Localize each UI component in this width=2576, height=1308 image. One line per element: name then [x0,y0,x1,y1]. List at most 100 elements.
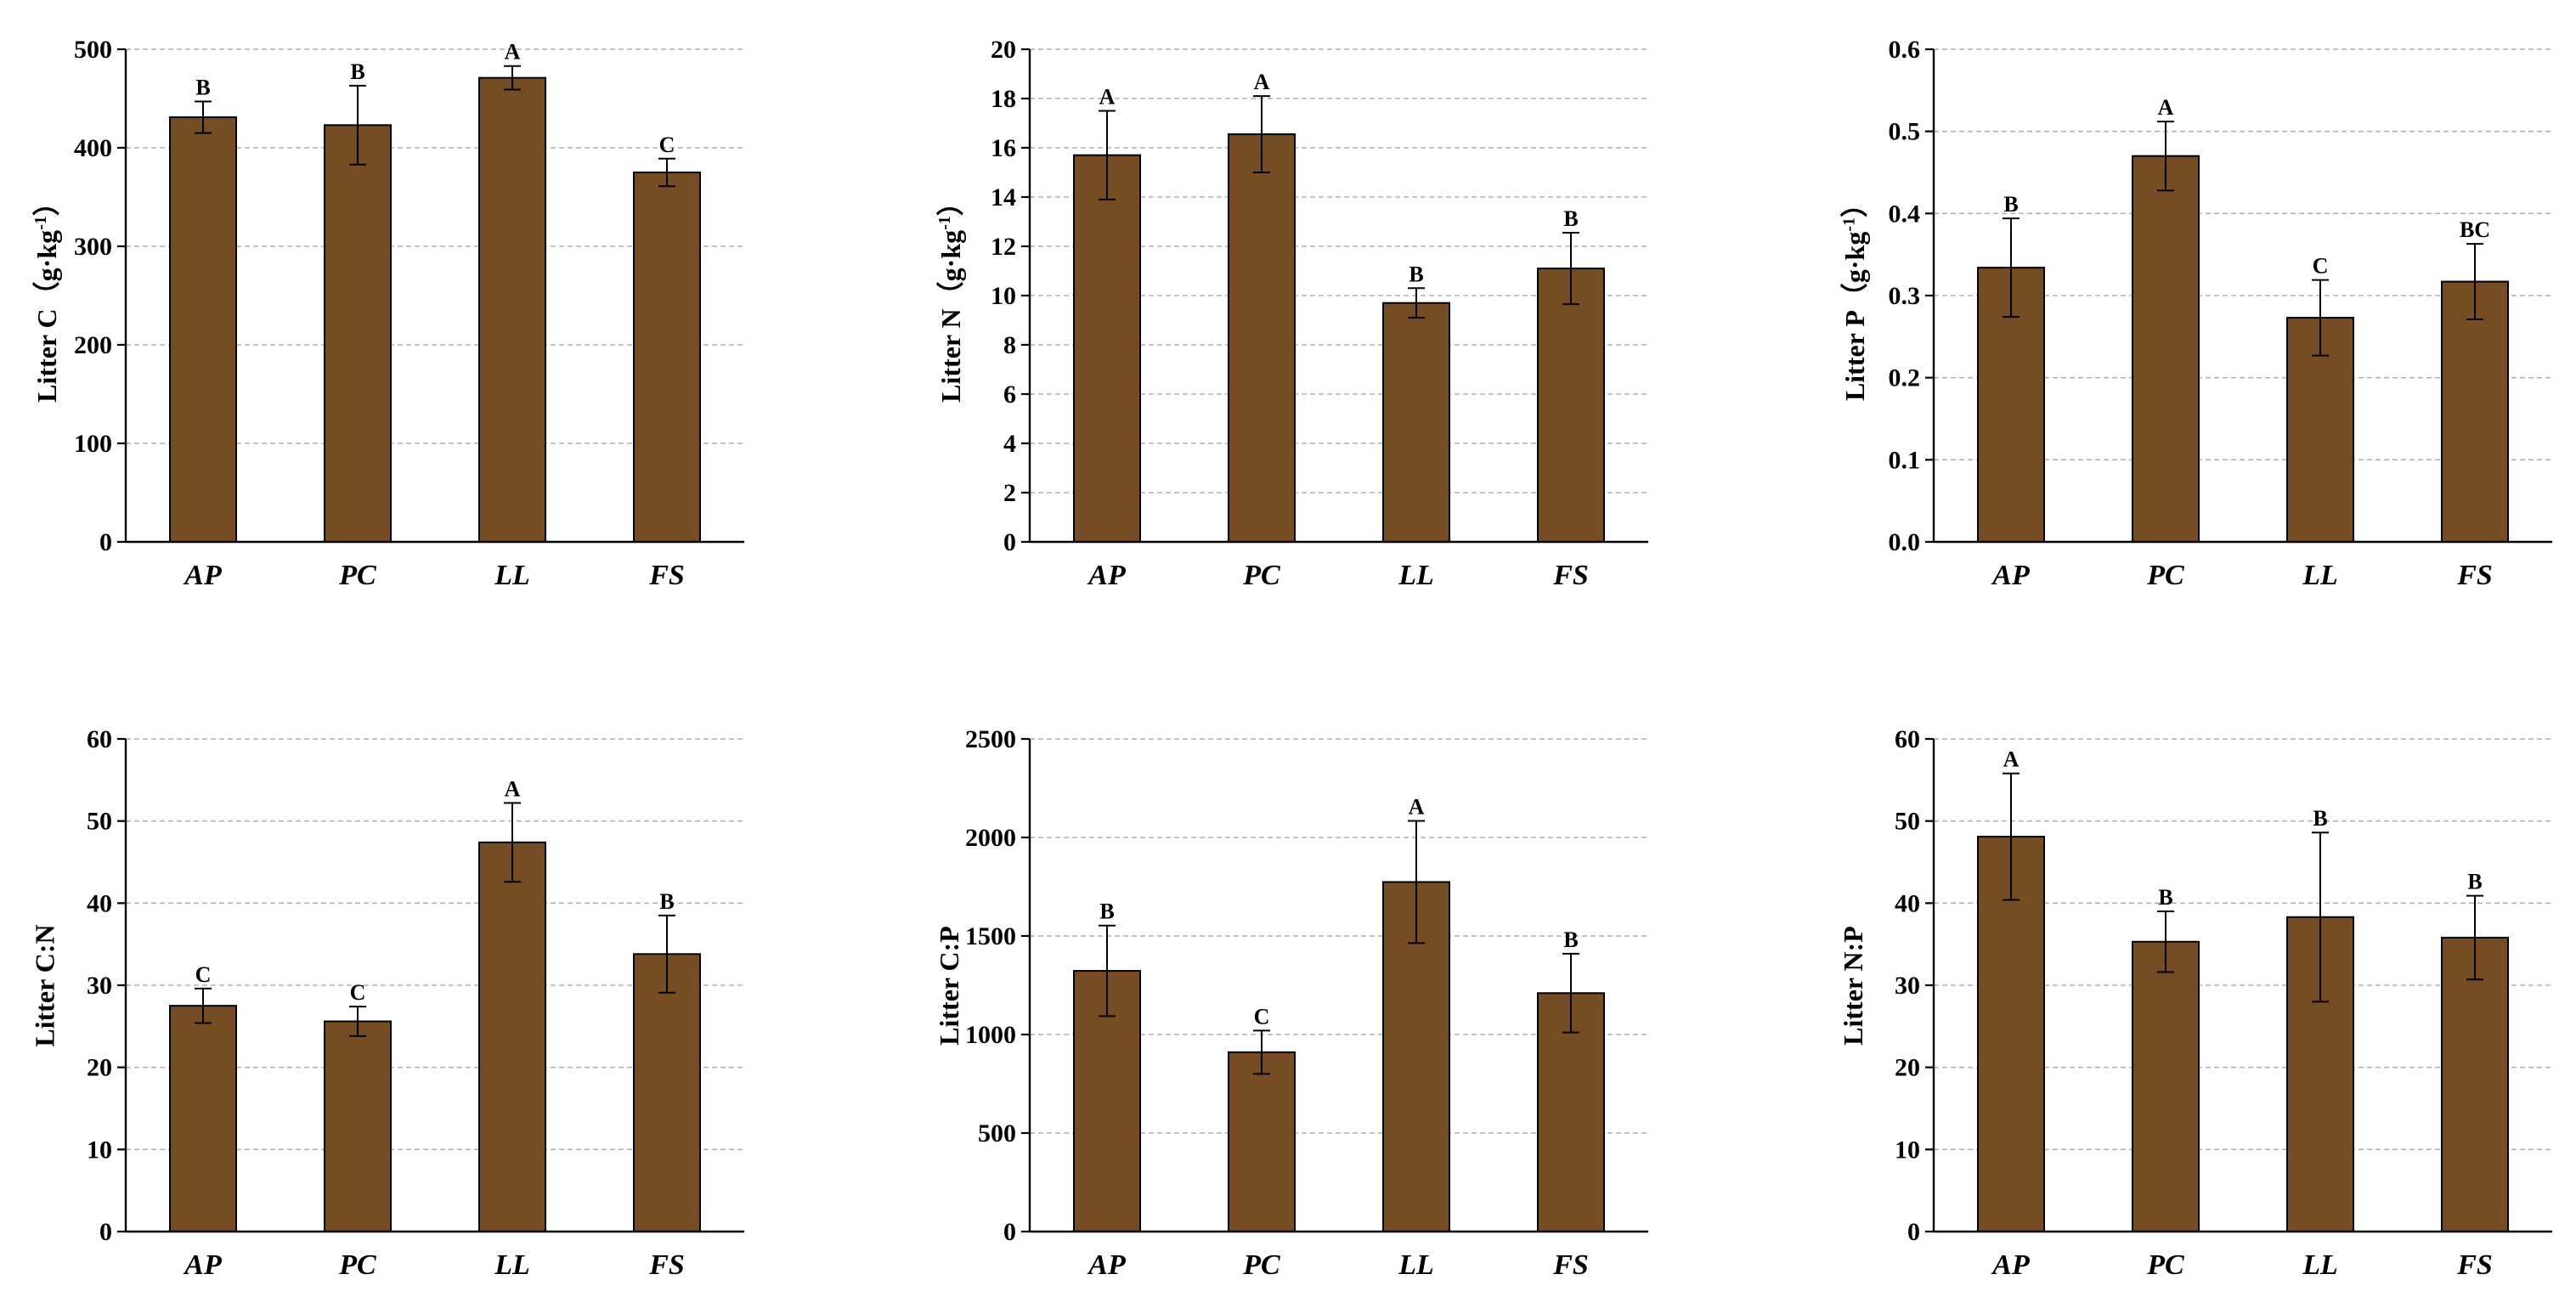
y-tick-label: 12 [991,233,1016,261]
significance-letter: B [659,889,674,914]
chart-panel-litter-cn: Litter C:N C AP C PC A LL B FS 0 10 20 30 40 50 60 [24,713,761,1308]
y-tick-label: 10 [991,282,1016,310]
y-tick-label: 30 [1895,972,1920,1000]
y-tick-label: 30 [87,972,112,1000]
y-tick-label: 60 [1895,725,1920,753]
y-tick-label: 0.2 [1889,364,1921,392]
bar-FS [633,172,701,543]
y-tick-label: 10 [1895,1136,1920,1164]
y-tick-label: 0.6 [1889,36,1921,64]
y-tick-label: 4 [1003,430,1016,458]
x-tick-label: PC [1242,560,1280,591]
significance-letter: B [1563,206,1578,231]
bar-AP [169,1005,237,1232]
x-tick-label: PC [338,1249,376,1281]
significance-letter: C [1254,1004,1270,1029]
y-tick-label: 40 [1895,889,1920,917]
chart-panel-litter-c: Litter C（g·kg-1） B AP B PC A LL C FS 0 100 200 300 4… [24,24,761,618]
significance-letter: B [1563,927,1578,952]
chart-panel-litter-np: Litter N:P A AP B PC B LL B FS 0 10 20 30 40 50 60 [1832,713,2569,1308]
x-tick-label: FS [648,560,685,591]
y-tick-label: 2000 [965,824,1016,852]
bar-PC [324,124,392,543]
chart-panel-litter-p: Litter P（g·kg-1） B AP A PC C LL BC FS 0.0 0.1 0.2 0… [1832,24,2569,618]
x-tick-label: FS [1552,1249,1589,1281]
x-tick-label: PC [2146,560,2184,591]
y-tick-label: 2500 [965,725,1016,753]
bar-LL [478,76,546,543]
significance-letter: A [2158,95,2174,120]
bar-LL [2286,317,2354,543]
y-tick-label: 1500 [965,922,1016,950]
bar-PC [1228,133,1296,544]
significance-letter: B [2313,806,2327,831]
significance-letter: A [2003,747,2020,772]
significance-letter: B [350,59,364,84]
x-tick-label: AP [1087,560,1126,591]
y-tick-label: 0 [99,1218,112,1246]
significance-letter: A [1254,70,1270,94]
chart-panel-litter-cp: Litter C:P B AP C PC A LL B FS 0 500 1000 1500 2000 2… [928,713,1665,1308]
y-tick-label: 0 [99,528,112,556]
y-tick-label: 14 [991,183,1016,211]
y-tick-label: 200 [74,331,112,359]
x-tick-label: LL [2302,1249,2338,1281]
y-tick-label: 18 [991,85,1016,113]
y-tick-label: 0 [1907,1218,1920,1246]
bar-PC [2132,940,2200,1232]
significance-letter: A [1099,85,1116,110]
y-tick-label: 60 [87,725,112,753]
x-tick-label: AP [1991,560,2030,591]
x-tick-label: LL [494,560,530,591]
y-tick-label: 300 [74,233,112,261]
x-tick-label: AP [1991,1249,2030,1281]
bar-AP [1073,154,1141,543]
x-tick-label: AP [1087,1249,1126,1281]
chart-svg: C AP C PC A LL B FS 0 10 20 30 40 50 60 [87,725,744,1281]
chart-svg: A AP A PC B LL B FS 0 2 4 6 8 10 12 14 16 18 20 [991,36,1648,591]
y-tick-label: 10 [87,1136,112,1164]
y-tick-label: 0 [1003,1218,1016,1246]
y-tick-label: 0.3 [1889,282,1921,310]
y-tick-label: 50 [87,808,112,836]
significance-letter: B [1099,899,1114,924]
significance-letter: B [2467,870,2482,894]
significance-letter: C [350,980,366,1005]
bar-LL [478,841,546,1233]
bar-PC [2132,155,2200,544]
x-tick-label: PC [1242,1249,1280,1281]
y-tick-label: 0.0 [1889,528,1921,556]
bar-FS [1537,268,1605,543]
x-tick-label: AP [183,1249,222,1281]
bar-AP [169,116,237,543]
significance-letter: A [505,40,521,65]
bar-LL [1382,302,1450,543]
y-tick-label: 20 [991,36,1016,64]
y-tick-label: 8 [1003,331,1016,359]
chart-svg: A AP B PC B LL B FS 0 10 20 30 40 50 60 [1895,725,2552,1281]
y-tick-label: 40 [87,889,112,917]
y-tick-label: 0.5 [1889,118,1921,146]
x-tick-label: FS [2456,1249,2493,1281]
y-tick-label: 0 [1003,528,1016,556]
y-tick-label: 6 [1003,381,1016,409]
significance-letter: C [195,962,212,987]
bar-PC [324,1020,392,1232]
x-tick-label: LL [1398,560,1434,591]
bar-PC [1228,1051,1296,1232]
y-tick-label: 50 [1895,808,1920,836]
y-tick-label: 0.1 [1889,446,1921,474]
significance-letter: BC [2460,217,2490,242]
y-tick-label: 2 [1003,479,1016,507]
significance-letter: B [195,75,210,99]
chart-svg: B AP B PC A LL C FS 0 100 200 300 400 500 [74,36,744,591]
x-tick-label: PC [338,560,376,591]
x-tick-label: AP [183,560,222,591]
x-tick-label: FS [648,1249,685,1281]
significance-letter: B [2003,192,2018,217]
significance-letter: A [1409,795,1425,820]
x-tick-label: FS [2456,560,2493,591]
x-tick-label: FS [1552,560,1589,591]
x-tick-label: PC [2146,1249,2184,1281]
